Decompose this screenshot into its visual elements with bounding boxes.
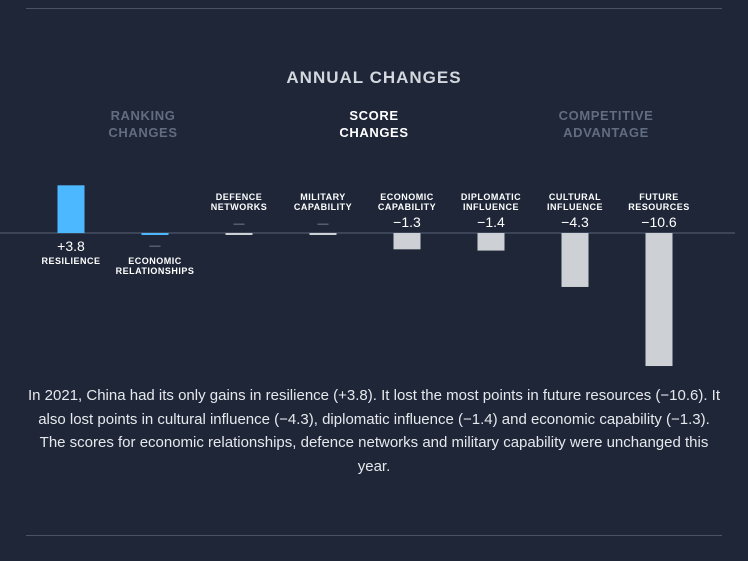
category-label: ECONOMIC	[128, 256, 182, 266]
category-label: RESOURCES	[628, 202, 690, 212]
category-label: INFLUENCE	[547, 202, 603, 212]
value-label: −1.4	[477, 214, 505, 230]
category-label: CULTURAL	[549, 192, 601, 202]
score-changes-chart: +3.8RESILIENCE—ECONOMICRELATIONSHIPSDEFE…	[0, 185, 735, 367]
category-label: RELATIONSHIPS	[116, 266, 195, 276]
value-label: −1.3	[393, 214, 421, 230]
category-label: NETWORKS	[211, 202, 268, 212]
top-divider	[26, 8, 722, 9]
category-label: CAPABILITY	[294, 202, 352, 212]
bar	[309, 233, 337, 235]
category-label: INFLUENCE	[463, 202, 519, 212]
value-label: −4.3	[561, 214, 589, 230]
bar	[141, 233, 169, 235]
tab-competitive-advantage[interactable]: COMPETITIVE ADVANTAGE	[516, 107, 696, 141]
category-label: DIPLOMATIC	[461, 192, 521, 202]
tab-label-line2: CHANGES	[108, 125, 178, 140]
bottom-divider	[26, 535, 722, 536]
tab-score-changes[interactable]: SCORE CHANGES	[284, 107, 464, 141]
value-label: —	[318, 218, 329, 230]
category-label: MILITARY	[300, 192, 346, 202]
summary-text: In 2021, China had its only gains in res…	[27, 387, 721, 475]
value-label: —	[150, 240, 161, 252]
category-label: FUTURE	[639, 192, 679, 202]
bar	[225, 233, 253, 235]
bar	[57, 185, 85, 233]
category-label: ECONOMIC	[380, 192, 434, 202]
tab-label-line2: CHANGES	[339, 125, 409, 140]
category-label: DEFENCE	[216, 192, 263, 202]
tab-label-line1: COMPETITIVE	[558, 108, 654, 123]
tab-ranking-changes[interactable]: RANKING CHANGES	[53, 107, 233, 141]
section-heading: ANNUAL CHANGES	[286, 68, 462, 87]
tab-label-line1: RANKING	[110, 108, 176, 123]
bar	[645, 233, 673, 367]
category-label: RESILIENCE	[41, 256, 100, 266]
bar	[477, 233, 505, 251]
value-label: —	[234, 218, 245, 230]
category-label: CAPABILITY	[378, 202, 436, 212]
value-label: +3.8	[57, 238, 85, 254]
bar	[561, 233, 589, 287]
bar	[393, 233, 421, 250]
tab-label-line2: ADVANTAGE	[563, 125, 649, 140]
tab-label-line1: SCORE	[349, 108, 399, 123]
value-label: −10.6	[641, 214, 677, 230]
